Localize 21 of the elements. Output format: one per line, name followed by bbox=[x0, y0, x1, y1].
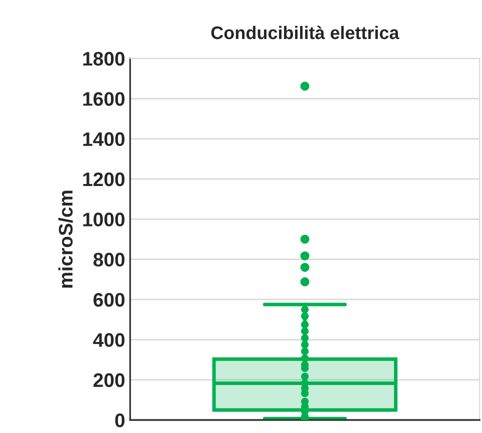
point bbox=[301, 340, 309, 348]
y-tick-label: 1400 bbox=[83, 132, 124, 146]
point bbox=[301, 327, 309, 336]
y-tick-label: 400 bbox=[93, 333, 124, 347]
y-tick-label: 800 bbox=[93, 252, 124, 267]
y-tick-label: 1600 bbox=[83, 92, 124, 106]
point bbox=[301, 306, 309, 314]
y-axis-title: microS/cm bbox=[58, 190, 73, 288]
y-tick-label: 1800 bbox=[83, 52, 124, 66]
y-tick-label: 600 bbox=[94, 292, 124, 307]
point bbox=[301, 372, 309, 380]
y-tick-label: 1000 bbox=[83, 212, 124, 226]
point bbox=[301, 320, 309, 328]
point bbox=[301, 312, 309, 320]
y-tick-label: 1200 bbox=[83, 172, 124, 186]
point bbox=[301, 354, 309, 362]
point bbox=[301, 334, 309, 342]
point bbox=[301, 348, 309, 356]
chart-title: Conducibilità elettrica bbox=[211, 26, 400, 40]
y-tick-label: 200 bbox=[94, 373, 124, 388]
y-tick-label: 0 bbox=[115, 413, 124, 428]
